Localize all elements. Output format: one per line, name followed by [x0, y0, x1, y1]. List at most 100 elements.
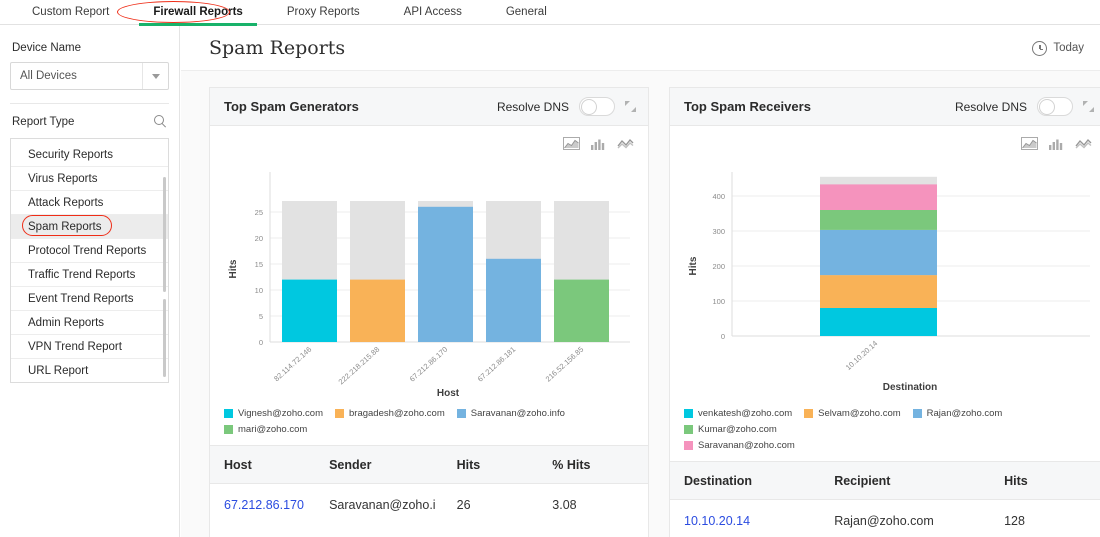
sidebar-item-protocol-trend-reports[interactable]: Protocol Trend Reports — [11, 239, 168, 263]
expand-icon-left[interactable] — [625, 101, 636, 112]
legend-swatch — [684, 425, 693, 434]
legend-swatch — [456, 409, 466, 418]
report-type-list[interactable]: Security Reports Virus Reports Attack Re… — [10, 138, 169, 383]
legend-item[interactable]: Selvam@zoho.com — [804, 408, 901, 419]
cell-sender: Saravanan@zoho.i — [329, 498, 436, 512]
page-header: Spam Reports Today — [181, 26, 1100, 71]
legend-swatch — [335, 409, 344, 418]
table-row: 10.10.20.14 Rajan@zoho.com 128 — [670, 500, 1100, 537]
legend-left: Vignesh@zoho.com bragadesh@zoho.com Sara… — [210, 404, 648, 445]
column-header-pct-hits[interactable]: % Hits — [552, 445, 648, 484]
sidebar-item-event-trend-reports[interactable]: Event Trend Reports — [11, 287, 168, 311]
chart-type-tools-left — [210, 126, 648, 154]
segment-kumar — [820, 210, 937, 230]
x-tick-labels: 10.10.20.14 — [844, 339, 879, 372]
bar-chart-icon[interactable] — [591, 137, 606, 150]
y-tick-labels: 0 5 10 15 20 25 — [255, 208, 263, 347]
stacked-bar-10-10-20-14 — [820, 184, 937, 336]
sidebar-item-admin-reports[interactable]: Admin Reports — [11, 311, 168, 335]
sidebar-item-url-report[interactable]: URL Report — [11, 359, 168, 382]
sidebar-item-attack-reports[interactable]: Attack Reports — [11, 191, 168, 215]
legend-item[interactable]: venkatesh@zoho.com — [684, 408, 792, 419]
receivers-chart-svg: 0 100 200 300 400 Hits — [688, 172, 1090, 393]
top-tab-bar: Custom Report Firewall Reports Proxy Rep… — [0, 0, 1100, 26]
area-chart-icon[interactable] — [1021, 137, 1038, 150]
time-range-selector[interactable]: Today — [1032, 40, 1084, 56]
device-select[interactable]: All Devices — [10, 62, 169, 90]
legend-item[interactable]: Rajan@zoho.com — [912, 408, 1002, 419]
cell-recipient: Rajan@zoho.com — [834, 514, 934, 528]
cell-destination[interactable]: 10.10.20.14 — [684, 514, 751, 528]
svg-text:15: 15 — [255, 260, 263, 269]
svg-text:200: 200 — [712, 262, 725, 271]
column-header-hits[interactable]: Hits — [1004, 461, 1100, 500]
legend-label: Saravanan@zoho.info — [470, 408, 565, 419]
cell-host[interactable]: 67.212.86.170 — [224, 498, 304, 512]
resolve-dns-toggle-right[interactable] — [1037, 97, 1073, 116]
sidebar-item-virus-reports[interactable]: Virus Reports — [11, 167, 168, 191]
area-chart-icon[interactable] — [563, 137, 580, 150]
legend-item[interactable]: mari@zoho.com — [224, 424, 307, 435]
table-top-spam-generators: Host Sender Hits % Hits 67.212.86.170 Sa… — [210, 445, 648, 526]
generators-chart-svg: 0 5 10 15 20 25 Hits — [228, 172, 630, 399]
device-select-value: All Devices — [20, 70, 77, 82]
sidebar-item-traffic-trend-reports[interactable]: Traffic Trend Reports — [11, 263, 168, 287]
sidebar-item-security-reports[interactable]: Security Reports — [11, 143, 168, 167]
column-header-recipient[interactable]: Recipient — [834, 461, 1005, 500]
list-scrollbar-lower[interactable] — [163, 299, 166, 377]
bar-3 — [486, 258, 541, 342]
line-chart-icon[interactable] — [617, 137, 634, 150]
panel-top-spam-receivers: Top Spam Receivers Resolve DNS — [669, 87, 1100, 537]
svg-text:25: 25 — [255, 208, 263, 217]
legend-item[interactable]: Saravanan@zoho.info — [456, 408, 565, 419]
resolve-dns-toggle-left[interactable] — [579, 97, 615, 116]
sidebar-item-vpn-trend-report[interactable]: VPN Trend Report — [11, 335, 168, 359]
bar-4 — [554, 279, 609, 342]
chart-type-tools-right — [670, 126, 1100, 154]
column-header-sender[interactable]: Sender — [329, 445, 457, 484]
tab-custom-report[interactable]: Custom Report — [32, 5, 110, 18]
legend-swatch — [684, 441, 693, 450]
tab-proxy-reports[interactable]: Proxy Reports — [286, 5, 360, 18]
legend-swatch — [804, 409, 814, 418]
y-axis-title: Hits — [688, 256, 699, 275]
table-top-spam-receivers: Destination Recipient Hits 10.10.20.14 R… — [670, 461, 1100, 537]
svg-text:20: 20 — [255, 234, 263, 243]
bar-1 — [350, 279, 405, 342]
legend-item[interactable]: bragadesh@zoho.com — [335, 408, 445, 419]
panel-header-left: Top Spam Generators Resolve DNS — [210, 88, 648, 126]
chevron-down-icon[interactable] — [142, 63, 168, 89]
segment-saravanan — [820, 184, 937, 210]
column-header-host[interactable]: Host — [210, 445, 330, 484]
tab-general[interactable]: General — [505, 5, 547, 18]
panel-title-left: Top Spam Generators — [224, 99, 359, 114]
tab-api-access[interactable]: API Access — [403, 5, 462, 18]
sidebar-item-spam-reports[interactable]: Spam Reports — [11, 215, 168, 239]
cell-hits: 128 — [1004, 514, 1025, 528]
svg-text:400: 400 — [712, 192, 725, 201]
legend-item[interactable]: Saravanan@zoho.com — [684, 440, 1096, 451]
column-header-destination[interactable]: Destination — [670, 461, 835, 500]
page-title: Spam Reports — [209, 37, 346, 59]
clock-icon — [1032, 40, 1048, 56]
line-chart-icon[interactable] — [1075, 137, 1092, 150]
expand-icon-right[interactable] — [1083, 101, 1094, 112]
svg-text:300: 300 — [712, 227, 725, 236]
tab-firewall-reports[interactable]: Firewall Reports — [131, 0, 264, 26]
svg-text:5: 5 — [259, 312, 263, 321]
panel-header-right: Top Spam Receivers Resolve DNS — [670, 88, 1100, 126]
legend-item[interactable]: Vignesh@zoho.com — [224, 408, 323, 419]
y-axis-title: Hits — [228, 259, 239, 278]
sidebar-divider — [10, 103, 169, 104]
legend-swatch — [224, 425, 233, 434]
report-type-label: Report Type — [12, 115, 75, 128]
column-header-hits[interactable]: Hits — [456, 445, 553, 484]
list-scrollbar[interactable] — [163, 177, 166, 292]
legend-item[interactable]: Kumar@zoho.com — [684, 424, 777, 435]
cell-pct-hits: 3.08 — [552, 498, 577, 512]
search-icon[interactable] — [154, 115, 167, 128]
bars — [282, 206, 609, 342]
legend-label: bragadesh@zoho.com — [349, 408, 445, 419]
bar-chart-icon[interactable] — [1049, 137, 1064, 150]
